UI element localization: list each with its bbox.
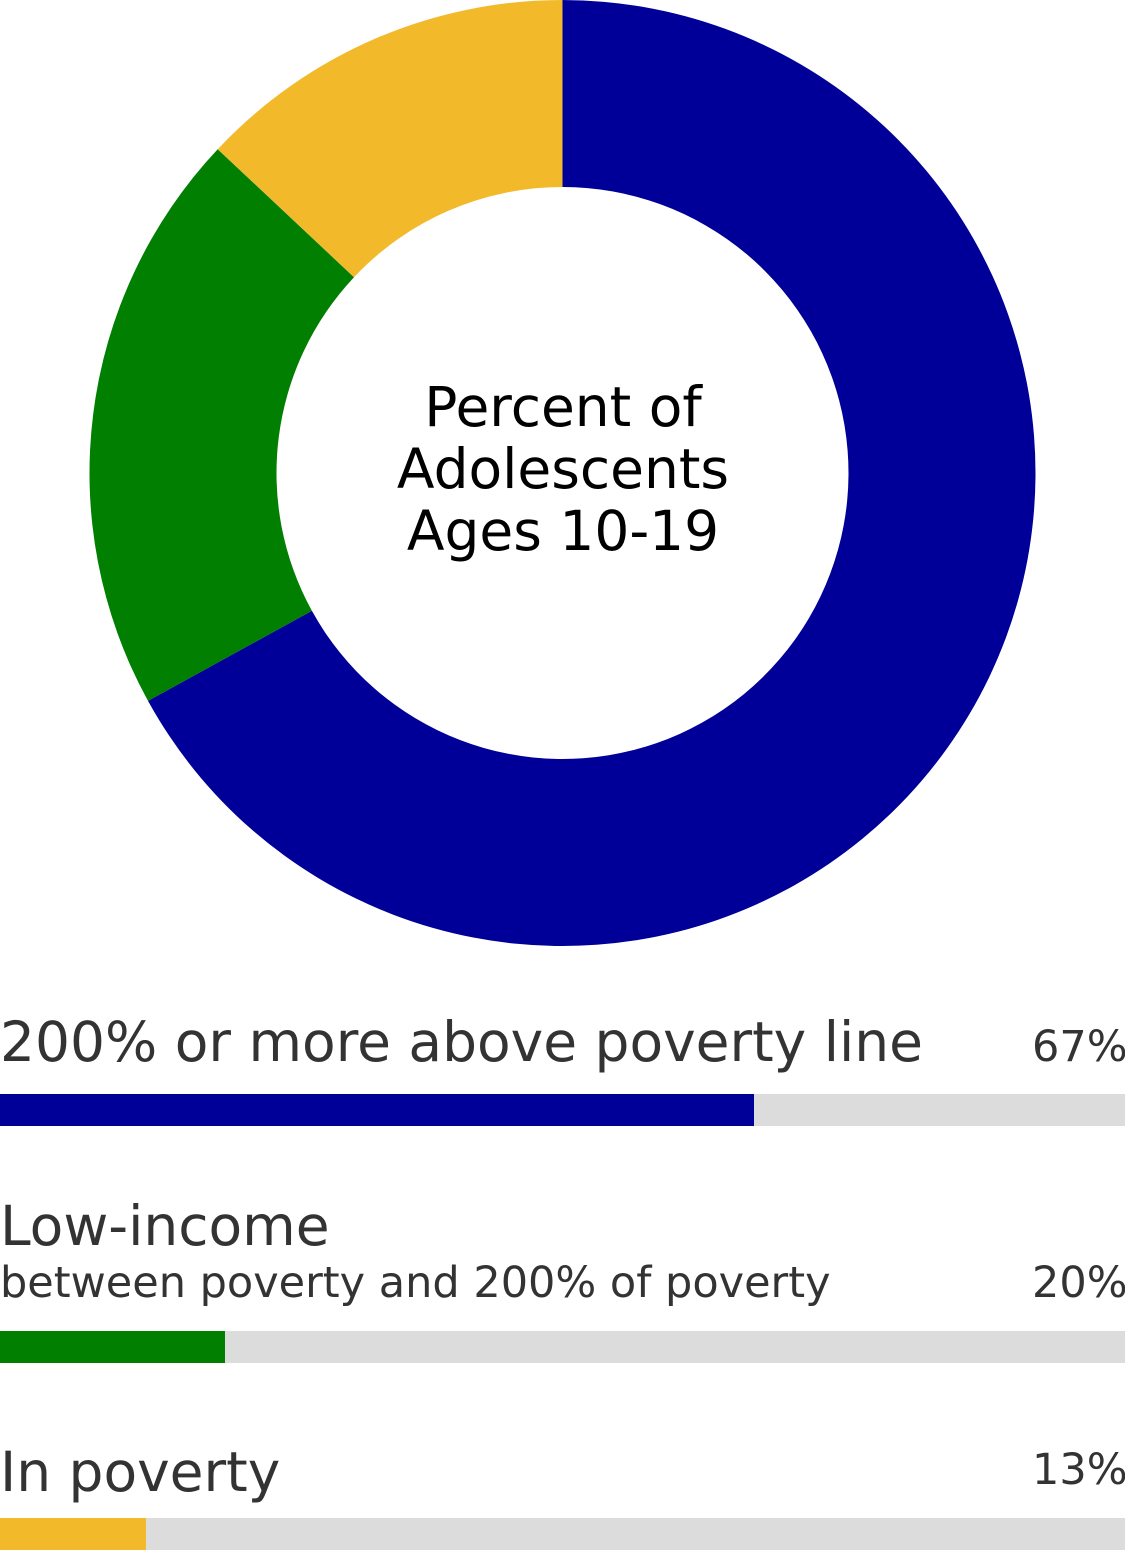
legend-row-low-income: Low-income between poverty and 200% of p…: [0, 1195, 1125, 1365]
center-title-line-3: Ages 10-19: [406, 499, 720, 563]
legend-row-in-poverty: In poverty 13%: [0, 1435, 1125, 1550]
progress-fill-above-poverty: [0, 1094, 754, 1126]
legend-label-low-income: Low-income: [0, 1194, 330, 1258]
donut-slice-low-income: [89, 149, 355, 701]
legend-value-in-poverty: 13%: [1032, 1445, 1125, 1495]
legend-value-above-poverty: 67%: [1032, 1022, 1125, 1072]
center-title-line-1: Percent of: [424, 375, 702, 439]
center-title-line-2: Adolescents: [396, 437, 730, 501]
donut-chart: [89, 0, 1036, 946]
progress-fill-in-poverty: [0, 1518, 147, 1550]
progress-track-low-income: [0, 1331, 1125, 1363]
progress-track-above-poverty: [0, 1094, 1125, 1126]
legend-sublabel-low-income: between poverty and 200% of poverty: [0, 1258, 831, 1308]
legend-row-above-poverty: 200% or more above poverty line 67%: [0, 1005, 1125, 1130]
legend-value-low-income: 20%: [1032, 1258, 1125, 1308]
progress-fill-low-income: [0, 1331, 225, 1363]
donut-slice-in-poverty: [217, 0, 563, 278]
donut-center-title: Percent of Adolescents Ages 10-19: [363, 376, 763, 562]
legend-label-above-poverty: 200% or more above poverty line: [0, 1010, 923, 1074]
legend-label-in-poverty: In poverty: [0, 1440, 281, 1504]
progress-track-in-poverty: [0, 1518, 1125, 1550]
donut-slice-above-poverty: [148, 0, 1036, 946]
